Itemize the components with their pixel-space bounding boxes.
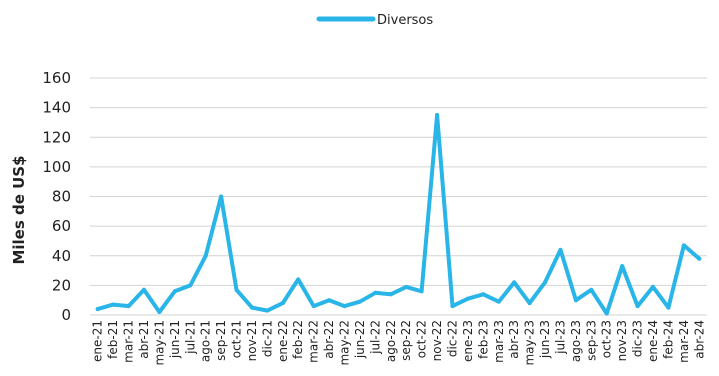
data-point <box>404 284 409 289</box>
x-tick-label: mar-22 <box>307 320 321 363</box>
data-point <box>342 304 347 309</box>
x-tick-label: may-22 <box>338 320 352 366</box>
y-tick-label: 80 <box>52 188 71 206</box>
x-tick-label: oct-23 <box>600 320 614 358</box>
x-tick-label: dic-23 <box>631 320 645 357</box>
data-point <box>419 289 424 294</box>
y-tick-label: 120 <box>42 128 71 146</box>
data-point <box>249 305 254 310</box>
x-tick-label: sep-22 <box>399 320 413 361</box>
data-point <box>280 301 285 306</box>
x-tick-label: jul-21 <box>183 320 197 355</box>
x-tick-label: jun-21 <box>168 320 182 359</box>
x-tick-label: feb-24 <box>661 320 675 359</box>
x-tick-label: mar-24 <box>677 320 691 363</box>
data-point <box>172 289 177 294</box>
x-tick-label: jul-22 <box>368 320 382 355</box>
data-point <box>157 310 162 315</box>
data-point <box>512 280 517 285</box>
data-point <box>450 304 455 309</box>
y-tick-label: 60 <box>52 217 71 235</box>
data-point <box>327 298 332 303</box>
x-tick-label: feb-22 <box>291 320 305 359</box>
x-tick-label: jun-23 <box>538 320 552 359</box>
x-tick-label: may-21 <box>152 320 166 366</box>
data-point <box>188 283 193 288</box>
x-tick-label: may-23 <box>523 320 537 366</box>
data-point <box>141 287 146 292</box>
data-point <box>651 284 656 289</box>
x-tick-label: nov-21 <box>245 320 259 361</box>
x-tick-label: ago-23 <box>569 320 583 362</box>
legend: Diversos <box>316 13 433 28</box>
x-tick-label: ene-23 <box>461 320 475 362</box>
data-point <box>126 304 131 309</box>
x-tick-label: oct-21 <box>230 320 244 358</box>
data-point <box>203 253 208 258</box>
data-point <box>589 287 594 292</box>
x-tick-label: mar-23 <box>492 320 506 363</box>
data-point <box>219 194 224 199</box>
y-axis-ticks: 0 20 40 60 80 100 120 140 160 <box>42 69 71 324</box>
data-point <box>620 264 625 269</box>
x-tick-label: sep-21 <box>214 320 228 361</box>
data-point <box>296 277 301 282</box>
data-point <box>465 296 470 301</box>
y-tick-label: 0 <box>61 306 71 324</box>
x-tick-label: nov-23 <box>615 320 629 361</box>
data-point <box>111 302 116 307</box>
data-point <box>496 299 501 304</box>
y-tick-label: 20 <box>52 276 71 294</box>
data-point <box>234 287 239 292</box>
x-axis-ticks: ene-21 feb-21 mar-21 abr-21 may-21 jun-21 jul-… <box>91 320 707 366</box>
series-line-diversos <box>95 113 702 316</box>
x-tick-label: sep-23 <box>584 320 598 361</box>
series-layer <box>95 113 702 316</box>
data-point <box>373 290 378 295</box>
y-axis-label: Miles de US$ <box>10 155 28 264</box>
data-point <box>635 304 640 309</box>
data-point <box>311 304 316 309</box>
x-tick-label: jun-22 <box>353 320 367 359</box>
data-point <box>558 247 563 252</box>
gridlines <box>90 77 707 316</box>
data-point <box>681 243 686 248</box>
data-point <box>527 301 532 306</box>
data-point <box>435 113 440 118</box>
x-tick-label: abr-21 <box>137 320 151 359</box>
x-tick-label: oct-22 <box>415 320 429 358</box>
x-tick-label: abr-22 <box>322 320 336 359</box>
data-point <box>357 299 362 304</box>
data-point <box>95 307 100 312</box>
x-tick-label: dic-21 <box>260 320 274 357</box>
y-tick-label: 160 <box>42 69 71 87</box>
x-tick-label: ene-21 <box>91 320 105 362</box>
x-tick-label: ene-22 <box>276 320 290 362</box>
x-tick-label: abr-24 <box>692 320 706 359</box>
x-tick-label: ago-21 <box>199 320 213 362</box>
x-tick-label: mar-21 <box>122 320 136 363</box>
data-point <box>604 311 609 316</box>
x-tick-label: ene-24 <box>646 320 660 362</box>
y-tick-label: 40 <box>52 247 71 265</box>
x-tick-label: nov-22 <box>430 320 444 361</box>
data-point <box>265 308 270 313</box>
y-tick-label: 100 <box>42 158 71 176</box>
data-point <box>543 280 548 285</box>
x-tick-label: dic-22 <box>445 320 459 357</box>
x-tick-label: feb-23 <box>476 320 490 359</box>
legend-label: Diversos <box>377 13 433 28</box>
data-point <box>573 298 578 303</box>
x-tick-label: abr-23 <box>507 320 521 359</box>
y-tick-label: 140 <box>42 99 71 117</box>
x-tick-label: jul-23 <box>553 320 567 355</box>
data-point <box>666 305 671 310</box>
data-point <box>697 256 702 261</box>
data-point <box>481 292 486 297</box>
x-tick-label: feb-21 <box>106 320 120 359</box>
x-tick-label: ago-22 <box>384 320 398 362</box>
data-point <box>388 292 393 297</box>
